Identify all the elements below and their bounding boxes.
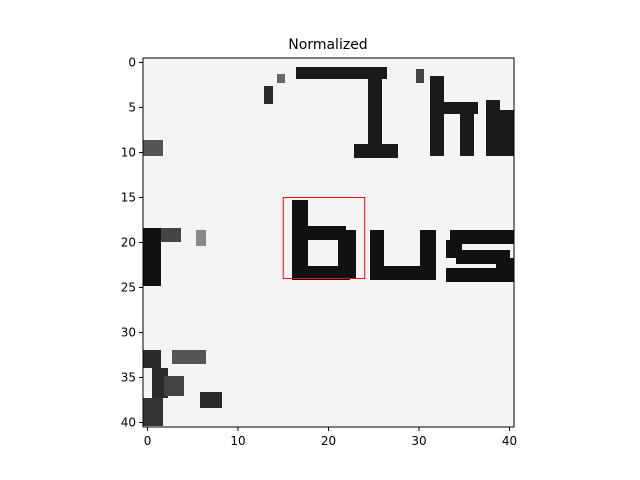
y-tick-label: 30 [121, 326, 136, 340]
x-tick-label: 20 [321, 434, 336, 448]
text-fragment-bus [143, 200, 514, 286]
x-tick-label: 30 [411, 434, 426, 448]
y-axis: 0 5 10 15 20 25 30 35 40 [121, 56, 143, 430]
y-tick-label: 40 [121, 416, 136, 430]
left-mark [143, 140, 163, 156]
text-fragment-y [143, 350, 222, 426]
image-area [143, 58, 514, 427]
x-tick-label: 0 [144, 434, 152, 448]
y-tick-label: 0 [128, 56, 136, 70]
y-tick-label: 15 [121, 191, 136, 205]
highlight-box [282, 197, 366, 279]
figure-title: Normalized [288, 37, 367, 53]
y-tick-label: 20 [121, 236, 136, 250]
y-tick-label: 25 [121, 281, 136, 295]
x-tick-label: 40 [502, 434, 517, 448]
y-tick-label: 5 [128, 101, 136, 115]
y-tick-label: 35 [121, 371, 136, 385]
x-axis: 0 10 20 30 40 [144, 427, 517, 448]
x-tick-label: 10 [230, 434, 245, 448]
y-tick-label: 10 [121, 146, 136, 160]
text-fragment-th [264, 67, 514, 158]
